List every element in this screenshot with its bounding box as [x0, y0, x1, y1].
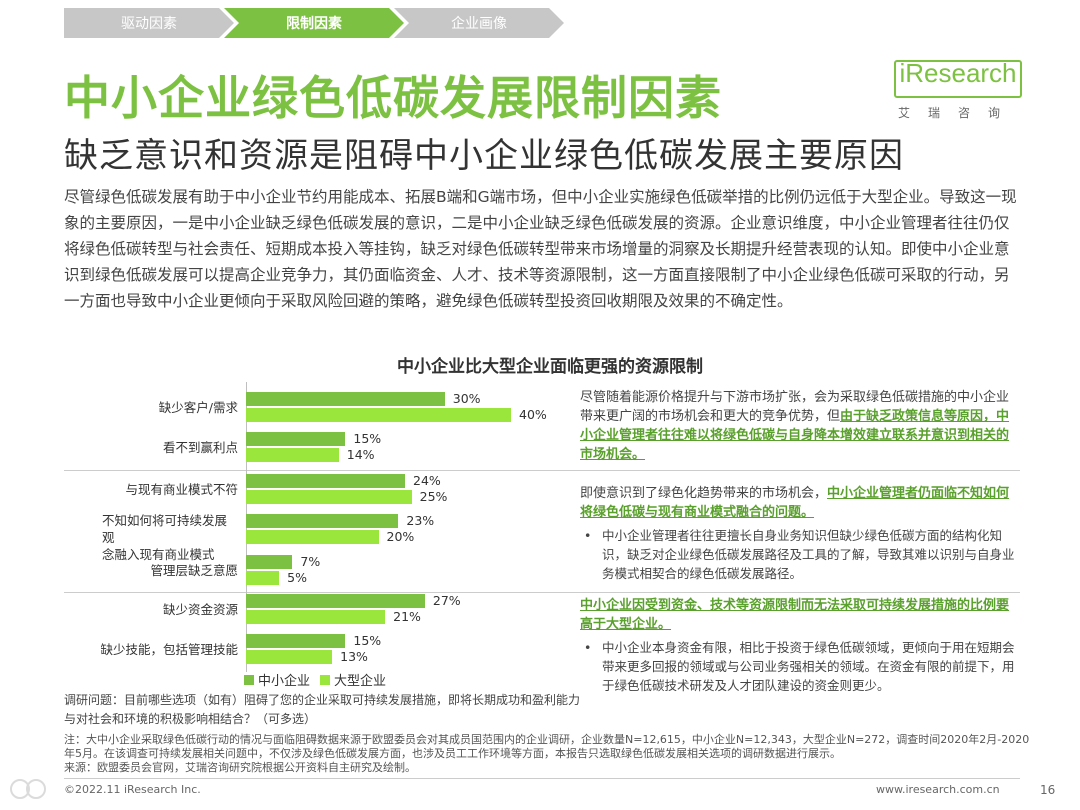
intro-paragraph: 尽管绿色低碳发展有助于中小企业节约用能成本、拓展B端和G端市场，但中小企业实施绿… [64, 188, 1017, 310]
page-title: 中小企业绿色低碳发展限制因素 [64, 71, 722, 125]
legend-item-sme: 中小企业 [244, 670, 310, 689]
bar-chart: 中小企业 大型企业 缺少客户/需求 30% 40% 看不到赢利点 15% 14% 与现有商业… [64, 382, 569, 692]
bar-sme [246, 474, 405, 488]
category-label-line: 不知如何将可持续发展观 [102, 513, 228, 545]
legend-swatch [320, 674, 331, 685]
insight-text: 即使意识到了绿色化趋势带来的市场机会， [580, 486, 828, 501]
page-subtitle: 缺乏意识和资源是阻碍中小企业绿色低碳发展主要原因 [64, 136, 904, 176]
bar-value-label: 30% [452, 391, 481, 406]
logo-frame [894, 60, 1022, 98]
bar-value-label: 5% [287, 570, 307, 585]
bar-value-label: 21% [393, 609, 421, 624]
insight-highlight: 中小企业管理者仍面临不知如何将绿色低碳与现有商业模式融合的问题。 [580, 486, 1010, 520]
chart-legend: 中小企业 大型企业 [244, 670, 396, 689]
bar-sme [246, 634, 346, 648]
bar-large [246, 530, 379, 544]
footnote: 注：大中小企业采取绿色低碳行动的情况与面临阻碍数据来源于欧盟委员会对其成员国范围… [64, 733, 1034, 775]
chart-title: 中小企业比大型企业面临更强的资源限制 [397, 357, 703, 377]
note-text: 注：大中小企业采取绿色低碳行动的情况与面临阻碍数据来源于欧盟委员会对其成员国范围… [64, 733, 1030, 760]
legend-label: 大型企业 [334, 674, 387, 689]
bullet-text: 中小企业管理者往往更擅长自身业务知识但缺少绿色低碳方面的结构化知识，缺乏对企业绿… [602, 528, 1015, 581]
source-text: 来源：欧盟委员会官网，艾瑞咨询研究院根据公开资料自主研究及绘制。 [64, 761, 416, 774]
bullet-mark: • [584, 640, 592, 655]
insight-text: 尽管随着能源价格提升与下游市场扩张，会为采取绿色低碳措施的中小企业带来更广阔的市… [580, 390, 1010, 424]
watermark-icon [10, 779, 46, 799]
section-nav: 驱动因素 限制因素 企业画像 [64, 8, 564, 38]
category-label: 缺少技能，包括管理技能 [64, 641, 238, 658]
bar-large [246, 448, 339, 462]
category-label: 缺少资金资源 [64, 601, 238, 618]
insight-bullet: • 中小企业本身资金有限，相比于投资于绿色低碳领域，更倾向于用在短期会带来更多回… [580, 638, 1020, 695]
bar-value-label: 7% [300, 554, 321, 569]
bar-value-label: 15% [353, 633, 382, 648]
page-number: 16 [1040, 783, 1056, 797]
copyright: ©2022.11 iResearch Inc. [64, 783, 201, 796]
category-label: 不知如何将可持续发展观念融入现有商业模式 [102, 512, 238, 563]
category-label-line: 缺少资金资源 [162, 601, 238, 617]
legend-label: 中小企业 [258, 674, 311, 689]
category-label: 看不到赢利点 [64, 439, 238, 456]
bar-value-label: 23% [406, 513, 435, 528]
bar-large [246, 490, 412, 504]
bar-large [246, 610, 386, 624]
bar-large [246, 408, 511, 422]
nav-tab-profile[interactable]: 企业画像 [394, 8, 564, 38]
insight-block-2: 即使意识到了绿色化趋势带来的市场机会，中小企业管理者仍面临不知如何将绿色低碳与现… [580, 484, 1020, 583]
nav-tab-constraints[interactable]: 限制因素 [224, 8, 404, 38]
nav-tab-drivers[interactable]: 驱动因素 [64, 8, 234, 38]
bar-value-label: 25% [419, 489, 448, 504]
category-label: 管理层缺乏意愿 [64, 562, 238, 579]
bar-value-label: 14% [346, 447, 375, 462]
survey-question: 调研问题：目前哪些选项（如有）阻碍了您的企业采取可持续发展措施，即将长期成功和盈… [64, 693, 581, 726]
legend-item-large: 大型企业 [320, 670, 386, 689]
bar-sme [246, 555, 293, 569]
website-link[interactable]: www.iresearch.com.cn [876, 783, 1000, 796]
category-label: 缺少客户/需求 [64, 399, 238, 416]
bar-value-label: 24% [413, 473, 441, 488]
insight-bullet: • 中小企业管理者往往更擅长自身业务知识但缺少绿色低碳方面的结构化知识，缺乏对企… [580, 526, 1020, 583]
bar-large [246, 571, 280, 585]
footer-divider [64, 778, 1020, 779]
legend-swatch [244, 674, 254, 685]
bar-value-label: 40% [519, 407, 547, 422]
bar-large [246, 650, 333, 664]
category-label-line: 缺少技能，包括管理技能 [100, 641, 238, 657]
bar-sme [246, 594, 425, 608]
bar-value-label: 27% [432, 593, 461, 608]
insight-block-3: 中小企业因受到资金、技术等资源限制而无法采取可持续发展措施的比例要高于大型企业。… [580, 596, 1020, 695]
bar-value-label: 15% [353, 431, 382, 446]
category-label: 与现有商业模式不符 [64, 481, 238, 498]
category-label-line: 缺少客户/需求 [158, 399, 238, 415]
insight-highlight: 由于缺乏政策信息等原因，中小企业管理者往往难以将绿色低碳与自身降本增效建立联系并… [580, 409, 1010, 462]
nav-tab-label: 限制因素 [286, 16, 342, 32]
insight-block-1: 尽管随着能源价格提升与下游市场扩张，会为采取绿色低碳措施的中小企业带来更广阔的市… [580, 388, 1020, 464]
category-label-line: 念融入现有商业模式 [102, 547, 215, 562]
bar-value-label: 20% [386, 529, 415, 544]
logo-text: iResearch [899, 58, 1017, 88]
bullet-mark: • [584, 528, 592, 543]
category-label-line: 看不到赢利点 [162, 439, 238, 455]
nav-tab-label: 企业画像 [451, 16, 507, 32]
logo-subtext: 艾瑞咨询 [898, 106, 1019, 120]
insight-highlight: 中小企业因受到资金、技术等资源限制而无法采取可持续发展措施的比例要高于大型企业。 [580, 598, 1010, 632]
bar-sme [246, 432, 346, 446]
nav-tab-label: 驱动因素 [121, 16, 177, 32]
category-label-line: 与现有商业模式不符 [125, 481, 238, 497]
group-divider [64, 592, 1020, 593]
bar-sme [246, 514, 399, 528]
bullet-text: 中小企业本身资金有限，相比于投资于绿色低碳领域，更倾向于用在短期会带来更多回报的… [602, 640, 1015, 693]
category-label-line: 管理层缺乏意愿 [150, 562, 238, 578]
bar-value-label: 13% [340, 649, 368, 664]
bar-sme [246, 392, 445, 406]
group-divider [64, 470, 1020, 471]
iresearch-logo: iResearch 艾瑞咨询 [888, 54, 1028, 124]
